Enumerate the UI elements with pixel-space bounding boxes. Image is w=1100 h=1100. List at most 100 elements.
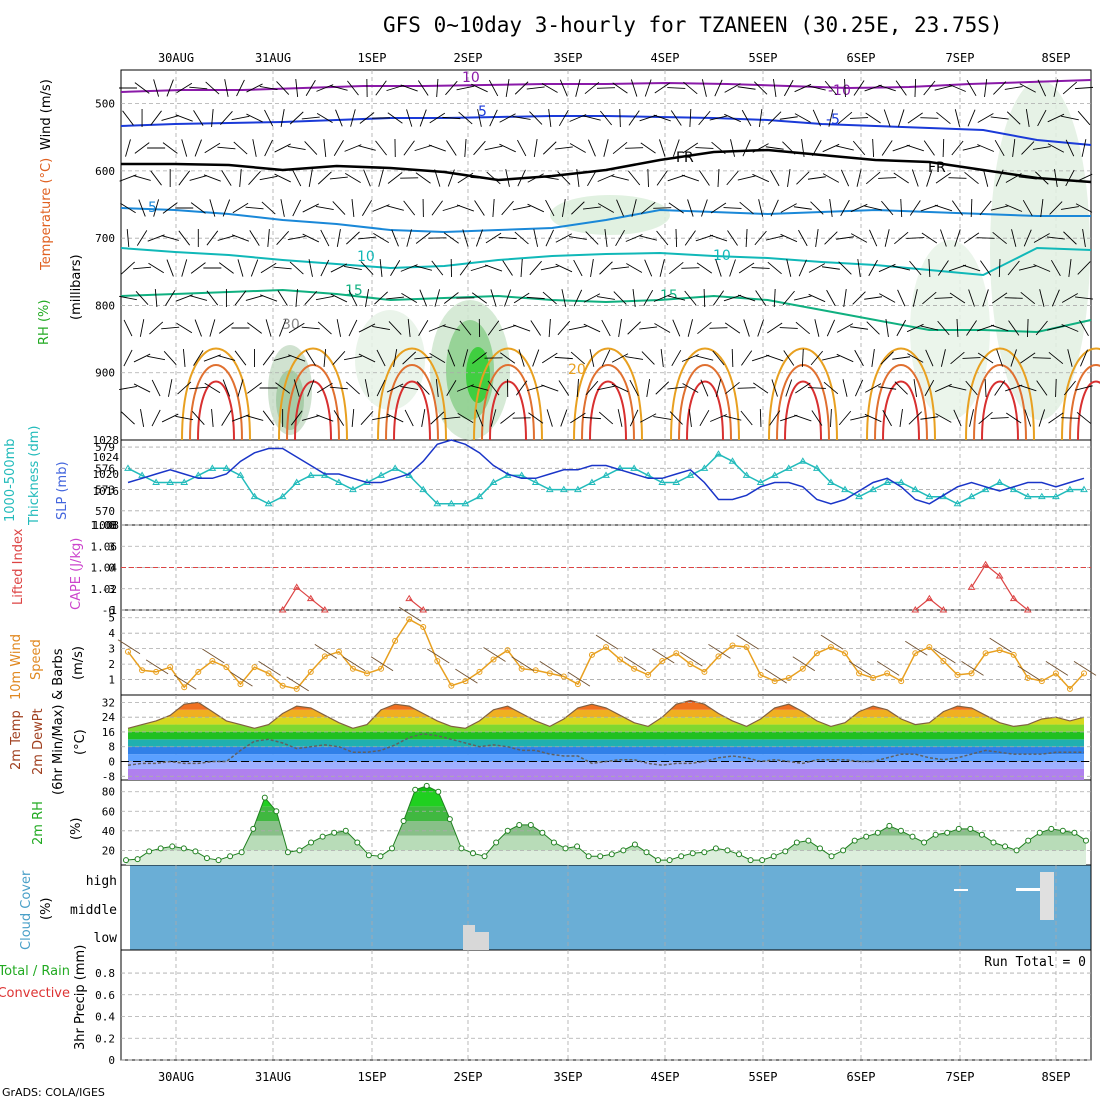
wind-barb-icon — [779, 327, 798, 329]
wind-barb-icon — [905, 640, 928, 656]
wind-barb-icon — [548, 109, 552, 127]
pressure-tick-label: 700 — [95, 232, 115, 245]
wind-barb-icon — [178, 230, 191, 246]
wind-barb-icon — [613, 291, 627, 305]
thickness-point — [981, 485, 990, 493]
wind-speed-point — [588, 651, 595, 658]
wind-barb-icon — [428, 144, 446, 152]
temp-tick-label: 16 — [102, 726, 115, 739]
wind-barb-icon — [280, 199, 285, 217]
wind-speed-point — [1081, 670, 1087, 677]
wind-barb-icon — [569, 143, 586, 153]
wind-barb-icon — [699, 170, 710, 186]
wind-barb-icon — [687, 319, 693, 337]
wind-barb-icon — [977, 144, 995, 152]
wind-barb-icon — [1022, 199, 1033, 217]
wind-barb-icon — [573, 259, 583, 277]
wind-barb-icon — [885, 319, 889, 337]
wind-barb-icon — [830, 408, 832, 428]
rh-point — [169, 843, 176, 850]
wind-barb-icon — [1011, 229, 1017, 247]
wind-barb-icon — [348, 319, 358, 337]
wind-barb-icon — [414, 265, 433, 271]
wind-barb-icon — [836, 236, 854, 240]
wind-barb-icon — [725, 381, 740, 395]
wind-speed-point — [434, 658, 441, 664]
thickness-point — [700, 464, 709, 471]
wind-speed-point — [279, 682, 286, 689]
rh-point — [250, 825, 257, 832]
wind-barb-icon — [892, 265, 911, 271]
wind-barb-icon — [140, 409, 145, 427]
wind-barb-icon — [233, 141, 248, 155]
wind-barb-icon — [653, 416, 672, 420]
wind-barb-icon — [934, 85, 953, 91]
wind-barb-icon — [953, 409, 962, 427]
wind-barb-icon — [261, 201, 276, 215]
rh-point — [261, 794, 268, 801]
label-millibars: (millibars) — [69, 254, 84, 320]
wind-barb-icon — [573, 289, 583, 307]
wind-barb-icon — [401, 292, 418, 304]
wind-barb-icon — [154, 288, 158, 308]
wind-barb-icon — [994, 380, 1006, 396]
date-label-top: 30AUG — [158, 51, 194, 65]
wind-barb-icon — [387, 172, 403, 184]
rh-point — [643, 849, 650, 856]
wind-barb-icon — [1075, 173, 1093, 183]
wind-barb-icon — [1033, 264, 1051, 272]
rh-point — [1025, 837, 1032, 844]
wind-barb-icon — [427, 648, 450, 664]
wind-barb-icon — [647, 168, 649, 188]
wind-barb-icon — [878, 177, 897, 179]
wind-barb-icon — [133, 383, 151, 393]
rh-band — [126, 850, 1086, 865]
wind-barb-icon — [822, 355, 840, 361]
wind-barb-icon — [753, 382, 769, 394]
wind-barb-icon — [984, 378, 987, 398]
wind-barb-icon — [542, 291, 557, 305]
wind-speed-point — [842, 650, 848, 657]
cape-line — [408, 598, 424, 611]
wind-barb-icon — [336, 319, 342, 337]
wind-barb-icon — [414, 356, 433, 360]
wind-barb-icon — [920, 204, 939, 212]
wind-barb-icon — [161, 413, 179, 423]
isotherm-label: 5 — [478, 104, 487, 120]
wind-barb-icon — [938, 260, 949, 276]
wind-barb-icon — [794, 113, 811, 123]
wind-barb-icon — [386, 205, 404, 211]
wind-barb-icon — [738, 262, 755, 274]
wind-speed-point — [968, 670, 975, 677]
wind-barb-icon — [895, 80, 907, 96]
wind-barb-icon — [639, 326, 658, 330]
wind-speed-point — [1010, 651, 1017, 658]
wind-speed-point — [673, 650, 680, 657]
wind-barb-icon — [667, 87, 686, 89]
wind-barb-icon — [992, 292, 1008, 304]
wind-barb-icon — [1023, 229, 1032, 247]
wind-barb-icon — [1020, 291, 1036, 305]
isotherm-warm-loop — [965, 347, 1035, 441]
wind-speed-point — [125, 648, 131, 655]
rh-tick-label: 40 — [102, 825, 115, 838]
wind-barb-icon — [287, 145, 306, 151]
wind-barb-icon — [575, 79, 581, 97]
wind-barb-icon — [181, 259, 188, 277]
wind-barb-icon — [555, 263, 573, 273]
wind-barb-icon — [615, 229, 625, 247]
wind-barb-icon — [344, 355, 362, 361]
wind-barb-icon — [956, 318, 959, 338]
wind-barb-icon — [966, 79, 977, 97]
wind-barb-icon — [530, 320, 541, 336]
slp-tick-label: 1028 — [93, 434, 120, 447]
wind-barb-icon — [260, 262, 277, 274]
rh-point — [180, 845, 187, 852]
rh-point — [134, 856, 141, 863]
thickness-point — [630, 464, 639, 471]
wind-barb-icon — [307, 379, 315, 397]
wind-barb-icon — [979, 200, 992, 216]
wind-barb-icon — [290, 410, 303, 426]
wind-barb-icon — [759, 408, 762, 428]
wind-barb-icon — [304, 141, 318, 155]
